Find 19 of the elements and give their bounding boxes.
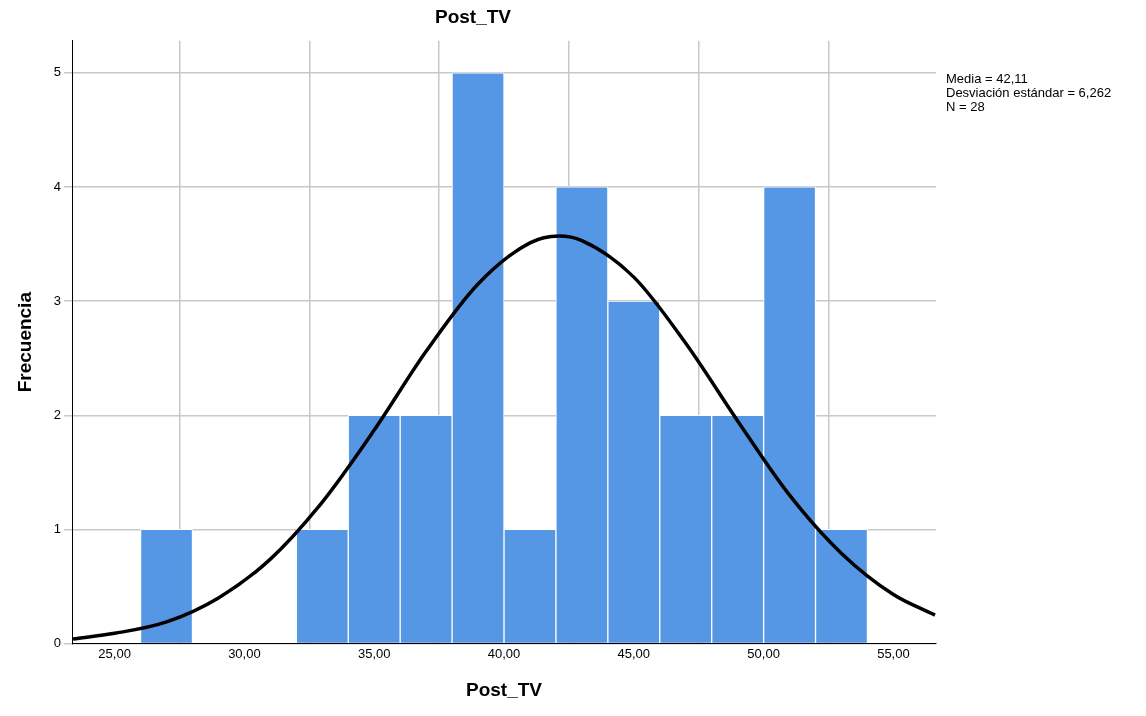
y-tick-label: 0 [53,635,62,651]
x-tick-label: 25,00 [98,645,131,661]
x-tick-label: 35,00 [357,645,391,661]
x-tick-label: 50,00 [747,645,780,661]
text: N = 28 [946,98,985,114]
x-tick-label: 30,00 [228,645,261,661]
chart-title: Post_TV [434,5,512,27]
x-tick-label: 55,00 [877,645,910,661]
y-tick-label: 1 [53,521,62,537]
text: Desviación estándar = 6,262 [946,84,1112,100]
y-tick-label: 5 [53,64,62,80]
y-tick-label: 2 [53,406,62,422]
x-axis-title: Post_TV [466,678,543,700]
text: Media = 42,11 [946,70,1028,86]
y-tick-label: 4 [53,178,62,194]
x-tick-label: 40,00 [487,645,521,661]
x-tick-label: 45,00 [617,645,651,661]
y-axis-title: Frecuencia [13,291,35,393]
y-tick-label: 3 [53,292,62,308]
